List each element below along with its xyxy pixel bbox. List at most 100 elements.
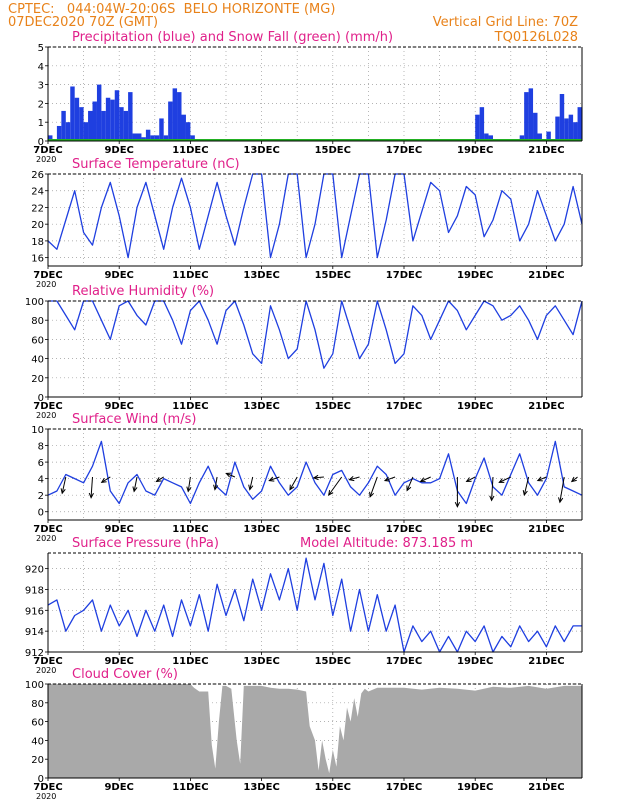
panel-title: Surface Pressure (hPa)	[72, 536, 219, 551]
header-run-code: TQ0126L028	[494, 30, 578, 45]
wind-arrow-head	[213, 484, 219, 491]
x-tick-label: 19DEC	[457, 656, 493, 667]
x-tick-label: 21DEC	[528, 145, 564, 156]
wind-arrow	[156, 476, 164, 482]
y-tick-label: 100	[25, 297, 44, 308]
series-line	[47, 440, 583, 505]
precip-bar	[528, 88, 534, 141]
panel-title: Surface Wind (m/s)	[72, 412, 196, 427]
header-station-line: CPTEC: 044:04W-20:06S BELO HORIZONTE (MG…	[8, 2, 336, 17]
wind-arrow	[313, 476, 324, 479]
y-tick-label: 16	[31, 254, 44, 265]
wind-arrow	[328, 476, 343, 496]
x-tick-label: 19DEC	[457, 782, 493, 793]
wind-arrow-head	[312, 474, 319, 481]
wind-arrow	[559, 476, 565, 503]
x-tick-label: 21DEC	[528, 401, 564, 412]
y-tick-label: 0	[38, 137, 44, 148]
x-start-year: 2020	[36, 411, 56, 420]
y-tick-label: 60	[31, 335, 44, 346]
x-tick-label: 15DEC	[315, 270, 351, 281]
x-start-year: 2020	[36, 155, 56, 164]
x-tick-label: 11DEC	[172, 270, 208, 281]
y-tick-label: 4	[38, 475, 44, 486]
wind-arrow-head	[328, 490, 334, 496]
panel-6: 0 20 40 60 80 100 7DEC 9DEC 11DEC 13DEC 15DEC 17DEC…	[25, 667, 583, 800]
wind-arrow-head	[289, 484, 295, 491]
precip-bar	[154, 135, 160, 141]
x-tick-label: 17DEC	[386, 524, 422, 535]
precip-bar	[48, 135, 53, 141]
x-tick-label: 9DEC	[104, 270, 133, 281]
panel-1: 0 1 2 3 4 5 7DEC 9DEC 11DEC 13DEC 15DEC 17DEC 19DEC 2…	[33, 30, 583, 164]
x-tick-label: 17DEC	[386, 782, 422, 793]
precip-bar	[119, 107, 124, 141]
x-tick-label: 11DEC	[172, 656, 208, 667]
x-tick-label: 15DEC	[315, 401, 351, 412]
cloud-cover-area	[48, 684, 582, 778]
y-tick-label: 3	[38, 81, 44, 92]
panel-3: 0 20 40 60 80 100 7DEC 9DEC 11DEC 13DEC 15DEC 17DEC…	[25, 284, 583, 420]
wind-arrow	[369, 476, 378, 497]
y-tick-label: 100	[25, 680, 44, 691]
panel-title: Precipitation (blue) and Snow Fall (gree…	[72, 30, 393, 45]
x-tick-label: 21DEC	[528, 782, 564, 793]
x-start-year: 2020	[36, 666, 56, 675]
wind-arrow-head	[489, 495, 495, 502]
y-tick-label: 1	[38, 118, 44, 129]
precip-bar	[70, 86, 75, 141]
x-tick-label: 21DEC	[528, 656, 564, 667]
y-tick-label: 4	[38, 62, 44, 73]
precip-bar	[79, 107, 84, 141]
precip-bar	[546, 131, 551, 141]
wind-arrow	[249, 476, 254, 490]
precip-bar	[88, 110, 93, 141]
panel-title: Relative Humidity (%)	[72, 284, 214, 299]
y-tick-label: 0	[38, 508, 44, 519]
x-tick-label: 17DEC	[386, 145, 422, 156]
wind-arrow-head	[186, 486, 192, 493]
header-date-line: 07DEC2020 70Z (GMT)	[8, 15, 159, 30]
wind-arrow-head	[248, 484, 254, 491]
x-tick-label: 11DEC	[172, 145, 208, 156]
series-line	[48, 300, 583, 369]
panel-annotation: Model Altitude: 873.185 m	[300, 536, 473, 551]
precip-bar	[168, 101, 173, 141]
precip-bar	[519, 135, 525, 141]
precip-bar	[181, 114, 186, 141]
precip-bar	[577, 107, 582, 141]
precip-bar	[145, 129, 151, 141]
x-tick-label: 19DEC	[457, 270, 493, 281]
x-tick-label: 13DEC	[243, 782, 279, 793]
precip-bar	[110, 99, 115, 141]
wind-arrow	[384, 476, 396, 482]
wind-arrow-head	[558, 497, 564, 504]
panel-5: 912 914 916 918 920 7DEC 9DEC 11DEC 13DEC 15DEC 17…	[25, 536, 583, 675]
wind-arrow-head	[88, 492, 94, 499]
panel-2: 16 18 20 22 24 26 7DEC 9DEC 11DEC 13DEC 15DEC 17DEC…	[31, 157, 583, 289]
wind-arrow-head	[454, 501, 461, 508]
precip-bar	[105, 97, 111, 141]
precip-bar	[479, 107, 485, 141]
wind-arrow	[214, 476, 218, 490]
precip-bar	[475, 114, 480, 141]
y-tick-label: 912	[25, 648, 44, 659]
x-tick-label: 21DEC	[528, 524, 564, 535]
precip-bar	[132, 133, 137, 141]
wind-arrow-head	[522, 489, 528, 497]
precip-bar	[177, 92, 182, 141]
wind-arrow	[499, 476, 512, 483]
x-tick-label: 17DEC	[386, 270, 422, 281]
x-tick-label: 13DEC	[243, 270, 279, 281]
wind-arrow	[90, 476, 93, 498]
x-tick-label: 13DEC	[243, 145, 279, 156]
x-tick-label: 13DEC	[243, 656, 279, 667]
x-tick-label: 13DEC	[243, 524, 279, 535]
precip-bar	[114, 90, 120, 141]
precip-bar	[150, 135, 155, 141]
wind-arrow-head	[498, 478, 505, 483]
panel-title: Surface Temperature (nC)	[72, 157, 240, 172]
y-tick-label: 80	[31, 699, 44, 710]
wind-arrow-head	[465, 477, 472, 483]
